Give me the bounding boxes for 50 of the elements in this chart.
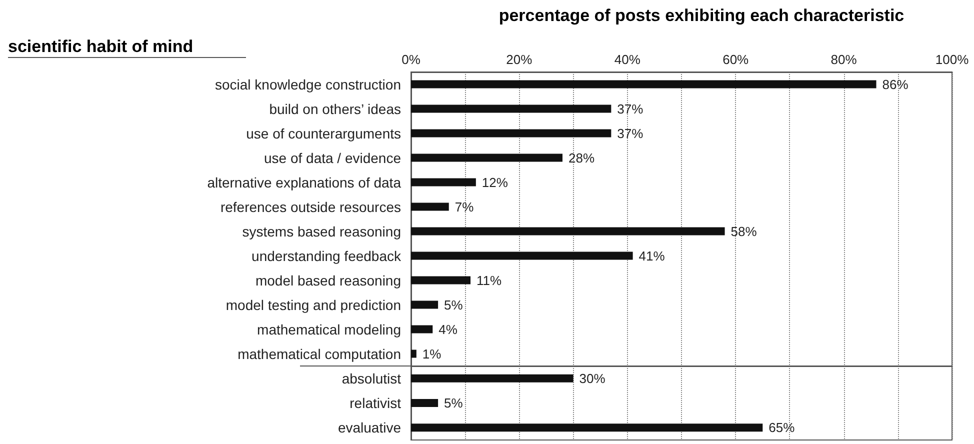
data-label: 4% — [438, 322, 458, 337]
y-tick-label: build on others’ ideas — [269, 100, 401, 117]
y-tick-label: relativist — [350, 395, 402, 412]
x-tick-label: 100% — [935, 52, 970, 67]
y-axis-title: scientific habit of mind — [8, 37, 246, 58]
data-label: 12% — [482, 174, 508, 190]
x-tick-label: 0% — [402, 52, 421, 67]
data-label: 30% — [579, 371, 606, 386]
y-tick-label: mathematical computation — [238, 346, 401, 362]
y-tick-label: references outside resources — [220, 198, 401, 215]
chart-title: percentage of posts exhibiting each characteristic — [498, 6, 906, 26]
data-label: 65% — [768, 420, 796, 436]
data-label: 41% — [638, 248, 666, 264]
data-label: 86% — [882, 76, 909, 92]
data-label: 58% — [730, 224, 758, 239]
x-tick-label: 80% — [830, 52, 858, 67]
data-label: 1% — [422, 346, 442, 362]
data-label: 37% — [617, 126, 644, 141]
x-tick-label: 40% — [614, 52, 641, 67]
bar — [411, 154, 562, 162]
y-tick-label: absolutist — [342, 370, 402, 387]
data-label: 37% — [617, 101, 644, 116]
y-tick-label: use of counterarguments — [246, 125, 401, 142]
bar — [411, 178, 476, 186]
y-tick-label: systems based reasoning — [242, 223, 401, 240]
y-tick-label: mathematical modeling — [257, 321, 401, 338]
y-tick-label: alternative explanations of data — [207, 174, 402, 190]
y-tick-label: social knowledge construction — [215, 76, 401, 92]
bar — [411, 202, 449, 211]
y-tick-label: evaluative — [338, 420, 402, 436]
y-tick-label: model based reasoning — [255, 272, 401, 288]
bar — [411, 227, 725, 236]
y-tick-label: use of data / evidence — [264, 150, 402, 166]
y-tick-label: understanding feedback — [252, 248, 402, 264]
bar — [411, 129, 612, 138]
x-tick-label: 20% — [506, 52, 533, 67]
bar — [411, 325, 433, 334]
bar — [411, 300, 438, 309]
y-tick-label: model testing and prediction — [226, 296, 401, 313]
bar — [411, 252, 633, 260]
data-label: 28% — [568, 150, 595, 166]
data-label: 7% — [454, 199, 474, 214]
bar — [411, 80, 876, 88]
data-label: 11% — [476, 272, 502, 288]
bar — [411, 104, 612, 113]
data-label: 5% — [444, 396, 464, 411]
data-label: 5% — [444, 297, 464, 312]
bar — [411, 276, 471, 284]
x-tick-label: 60% — [722, 52, 750, 67]
bar — [411, 350, 416, 358]
